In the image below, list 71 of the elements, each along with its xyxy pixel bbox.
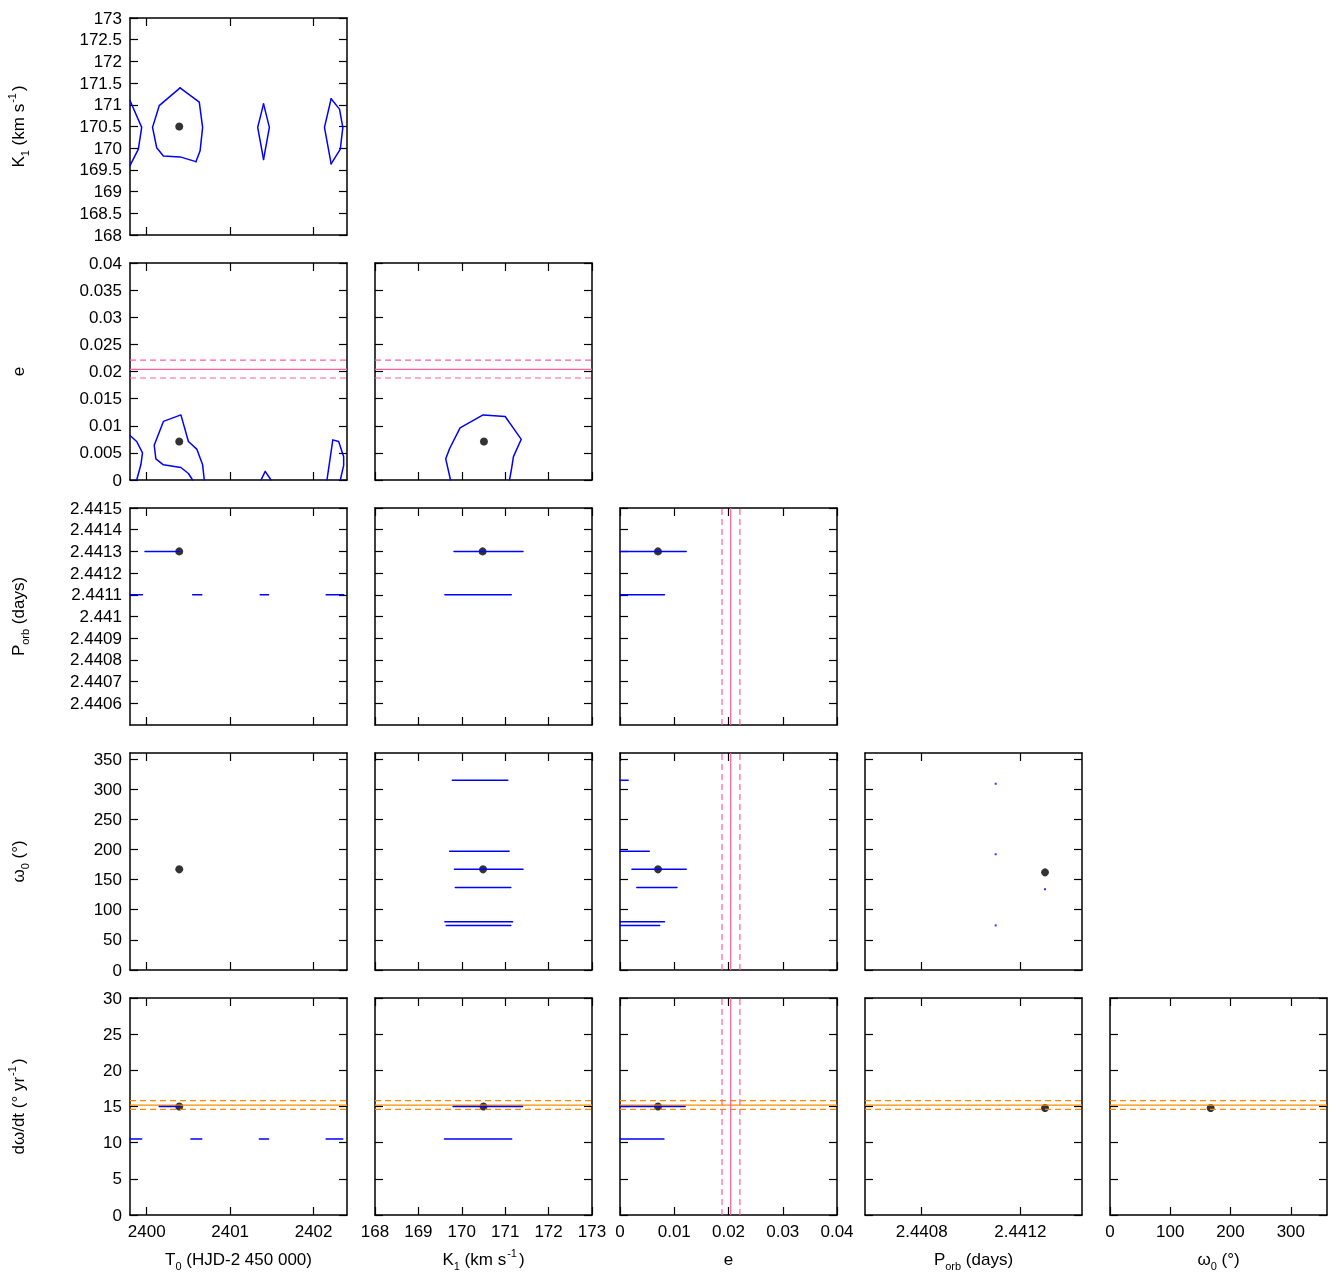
- x-tick-label: 2.4412: [994, 1222, 1047, 1241]
- x-tick-label: 0.01: [657, 1222, 691, 1241]
- y-tick-label: 100: [93, 900, 122, 920]
- y-tick-label: 2.4407: [70, 672, 122, 692]
- y-tick-label: 25: [103, 1024, 122, 1044]
- y-tick-label: 0: [112, 470, 122, 490]
- y-axis-title: e: [8, 366, 28, 377]
- x-tick-label: 2400: [127, 1222, 166, 1241]
- y-tick-label: 0.015: [79, 389, 122, 409]
- y-axis-title: dω/dt (° yr-1): [5, 1058, 28, 1155]
- y-tick-label: 50: [103, 930, 122, 950]
- y-tick-label: 170: [93, 138, 122, 158]
- x-tick-label: 173: [577, 1222, 607, 1241]
- x-tick-label: 2402: [294, 1222, 333, 1241]
- y-tick-label: 0.04: [88, 253, 122, 273]
- x-tick-label: 200: [1216, 1222, 1245, 1241]
- x-tick-label: 100: [1156, 1222, 1185, 1241]
- y-tick-label: 170.5: [79, 117, 122, 136]
- y-tick-label: 168: [93, 225, 122, 245]
- y-tick-label: 171.5: [79, 73, 122, 93]
- y-tick-label: 0.035: [79, 280, 122, 300]
- y-tick-label: 5: [112, 1169, 122, 1189]
- y-tick-label: 2.4408: [70, 650, 122, 670]
- y-tick-label: 15: [103, 1097, 122, 1116]
- y-tick-label: 2.4412: [70, 563, 122, 583]
- x-tick-label: 169: [404, 1222, 433, 1241]
- y-tick-label: 200: [93, 839, 122, 859]
- x-tick-label: 171: [491, 1222, 520, 1241]
- y-tick-label: 0.02: [88, 362, 122, 381]
- x-tick-label: 2.4408: [895, 1222, 948, 1241]
- y-tick-label: 30: [103, 988, 122, 1008]
- y-axis-title: K1 (km s-1): [5, 85, 31, 168]
- x-axis-title: e: [723, 1249, 734, 1269]
- x-tick-label: 0: [1105, 1222, 1115, 1241]
- y-tick-label: 172: [93, 51, 122, 71]
- y-tick-label: 0: [112, 960, 122, 980]
- y-tick-label: 0.03: [88, 307, 122, 327]
- y-tick-label: 20: [103, 1060, 122, 1080]
- y-tick-label: 250: [93, 809, 122, 829]
- y-tick-label: 2.4409: [70, 628, 122, 648]
- y-tick-label: 2.4406: [70, 693, 122, 713]
- y-tick-label: 173: [93, 8, 122, 28]
- x-tick-label: 2401: [211, 1222, 250, 1241]
- x-tick-label: 172: [534, 1222, 563, 1241]
- x-tick-label: 0: [615, 1222, 625, 1241]
- x-tick-label: 0.02: [711, 1222, 746, 1241]
- y-axis-title: ω0 (°): [8, 840, 31, 883]
- y-tick-label: 2.4411: [71, 585, 122, 605]
- x-tick-label: 170: [447, 1222, 476, 1241]
- y-tick-label: 350: [93, 749, 122, 769]
- y-tick-label: 171: [93, 95, 122, 115]
- y-tick-label: 2.4413: [70, 541, 122, 561]
- y-axis-title: Porb (days): [8, 576, 31, 657]
- y-tick-label: 0.01: [88, 416, 122, 436]
- x-tick-label: 0.04: [820, 1222, 854, 1241]
- y-tick-label: 0.025: [79, 334, 122, 354]
- y-tick-label: 2.4414: [70, 520, 122, 540]
- y-tick-label: 10: [103, 1133, 122, 1153]
- y-tick-label: 0: [112, 1205, 122, 1225]
- y-tick-label: 300: [93, 779, 122, 799]
- y-tick-label: 0.005: [79, 443, 122, 463]
- x-tick-label: 168: [360, 1222, 390, 1241]
- y-tick-label: 150: [93, 870, 122, 890]
- y-tick-label: 172.5: [79, 30, 122, 50]
- y-tick-label: 2.441: [79, 607, 122, 626]
- x-tick-label: 300: [1276, 1222, 1306, 1241]
- y-tick-label: 2.4415: [70, 498, 122, 518]
- y-tick-label: 169.5: [79, 160, 122, 180]
- x-tick-label: 0.03: [766, 1222, 800, 1241]
- y-tick-label: 169: [93, 182, 122, 202]
- y-tick-label: 168.5: [79, 203, 122, 223]
